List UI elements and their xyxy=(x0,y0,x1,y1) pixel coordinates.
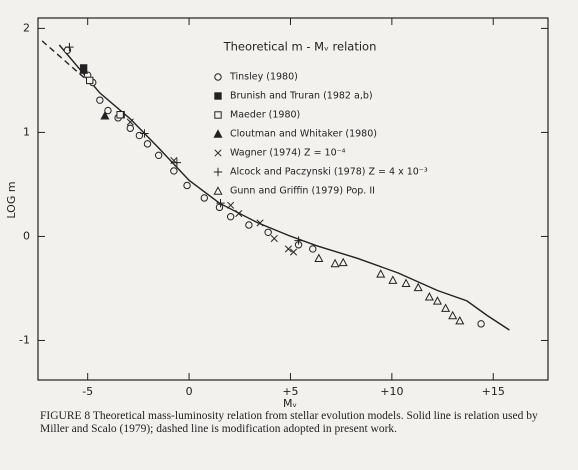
point xyxy=(477,320,485,328)
point xyxy=(330,258,340,268)
dashed-line xyxy=(41,40,91,84)
point xyxy=(65,42,74,52)
y-axis-label: LOG m xyxy=(5,181,18,218)
point xyxy=(79,65,89,74)
x-tick-label: 0 xyxy=(186,385,193,398)
point xyxy=(401,278,411,287)
point xyxy=(448,310,458,320)
point xyxy=(140,129,149,138)
point xyxy=(289,248,298,256)
legend-marker xyxy=(214,73,222,81)
point xyxy=(116,111,124,119)
point xyxy=(154,151,163,160)
point xyxy=(235,210,243,218)
x-tick-label: +15 xyxy=(482,385,505,398)
point xyxy=(86,76,94,85)
point xyxy=(200,194,208,202)
legend-label: Cloutman and Whitaker (1980) xyxy=(230,129,377,140)
point xyxy=(245,221,253,229)
legend-marker xyxy=(214,92,222,100)
x-tick-label: +5 xyxy=(282,385,298,398)
x-tick-label: +10 xyxy=(380,385,403,398)
legend-label: Tinsley (1980) xyxy=(229,72,298,83)
point xyxy=(314,253,324,262)
point xyxy=(256,219,264,227)
point xyxy=(338,257,348,267)
point xyxy=(126,118,134,126)
y-tick-label: 0 xyxy=(23,229,30,242)
figure-caption: FIGURE 8 Theoretical mass-luminosity rel… xyxy=(40,410,538,435)
point xyxy=(264,228,272,236)
legend-label: Gunn and Griffin (1979) Pop. II xyxy=(230,186,375,197)
point xyxy=(376,269,386,278)
point xyxy=(284,245,292,253)
point xyxy=(441,303,451,312)
x-axis-label: Mᵥ xyxy=(283,397,297,410)
point xyxy=(143,140,152,148)
point xyxy=(227,201,235,209)
point xyxy=(96,96,104,104)
point xyxy=(432,296,443,305)
legend-marker xyxy=(213,167,223,177)
point xyxy=(104,106,112,115)
x-tick-label: -5 xyxy=(82,385,93,398)
legend-marker xyxy=(213,129,223,138)
legend-label: Alcock and Paczynski (1978) Z = 4 x 10⁻³ xyxy=(230,167,428,178)
point xyxy=(388,275,398,284)
y-tick-label: -1 xyxy=(19,333,30,346)
point xyxy=(270,234,278,243)
point xyxy=(226,212,235,221)
chart: Theoretical m - Mᵥ relation Mᵥ LOG m -5 0… xyxy=(5,17,549,410)
point xyxy=(424,292,434,301)
point xyxy=(309,245,317,253)
point xyxy=(215,203,224,212)
y-tick-label: 2 xyxy=(23,21,30,34)
legend-label: Maeder (1980) xyxy=(230,110,300,121)
legend-marker xyxy=(214,111,222,119)
point xyxy=(413,282,423,292)
point xyxy=(183,181,191,190)
point xyxy=(455,315,465,325)
y-tick-label: 1 xyxy=(23,125,30,138)
legend-marker xyxy=(214,149,222,157)
point xyxy=(294,236,303,245)
chart-title: Theoretical m - Mᵥ relation xyxy=(223,40,377,54)
legend-label: Wagner (1974) Z = 10⁻⁴ xyxy=(230,148,346,159)
point xyxy=(216,198,225,208)
point xyxy=(100,111,110,120)
legend-label: Brunish and Truran (1982 a,b) xyxy=(230,91,373,102)
point xyxy=(126,124,134,132)
plot-frame xyxy=(37,17,549,381)
solid-line xyxy=(58,44,510,331)
point xyxy=(172,158,182,167)
legend-marker xyxy=(213,186,223,195)
point xyxy=(170,167,178,175)
